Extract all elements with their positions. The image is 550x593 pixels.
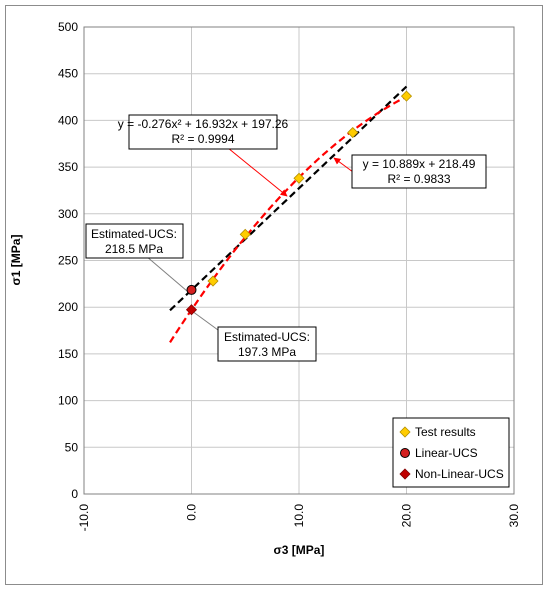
annotation-arrows — [145, 147, 354, 331]
trend-lines — [169, 85, 408, 343]
y-tick-label: 500 — [58, 20, 78, 34]
tick-labels: 0 50 100 150 200 250 300 350 400 450 500 -10.0 0.0 10… — [58, 20, 521, 531]
est-ucs-nonlinear-box: Estimated-UCS: 197.3 MPa — [217, 326, 317, 362]
linear-r2-text: R² = 0.9833 — [387, 172, 450, 186]
data-markers — [185, 90, 413, 316]
y-tick-label: 450 — [58, 67, 78, 81]
legend-symbol — [400, 448, 410, 458]
y-axis-title: σ1 [MPa] — [9, 235, 23, 286]
legend-symbol — [399, 426, 411, 438]
nonlinear-ucs-point — [185, 304, 198, 316]
y-tick-label: 400 — [58, 113, 78, 127]
y-tick-label: 150 — [58, 347, 78, 361]
y-tick-label: 0 — [71, 487, 78, 501]
lin-eq-arrow — [333, 157, 354, 173]
x-tick-label: 10.0 — [292, 504, 306, 528]
legend-box — [392, 417, 510, 488]
legend-label: Test results — [415, 425, 476, 439]
y-tick-label: 200 — [58, 300, 78, 314]
x-axis-title: σ3 [MPa] — [274, 543, 325, 557]
poly-equation-text: y = -0.276x² + 16.932x + 197.26 — [118, 117, 289, 131]
est-ucs-linear-leader — [145, 255, 188, 292]
poly-equation-box: y = -0.276x² + 16.932x + 197.26 R² = 0.9… — [118, 114, 289, 150]
legend-label: Non-Linear-UCS — [415, 467, 504, 481]
est-ucs-nonlinear-label: Estimated-UCS: — [224, 330, 310, 344]
legend-symbol — [399, 468, 411, 480]
est-ucs-linear-label: Estimated-UCS: — [91, 227, 177, 241]
y-tick-label: 50 — [65, 440, 79, 454]
legend-label: Linear-UCS — [415, 446, 478, 460]
polynomial-trend-line — [169, 95, 408, 343]
linear-equation-box: y = 10.889x + 218.49 R² = 0.9833 — [351, 154, 487, 189]
test-result-point — [400, 90, 413, 102]
plot-border — [83, 26, 515, 495]
y-tick-label: 350 — [58, 160, 78, 174]
est-ucs-linear-box: Estimated-UCS: 218.5 MPa — [85, 223, 184, 259]
poly-eq-arrow — [227, 147, 288, 197]
test-result-point — [293, 172, 305, 184]
est-ucs-nonlinear-value: 197.3 MPa — [238, 345, 296, 359]
x-tick-label: 30.0 — [507, 504, 521, 528]
y-tick-label: 250 — [58, 254, 78, 268]
x-tick-label: 0.0 — [185, 504, 199, 521]
test-result-point — [347, 126, 359, 139]
legend: Test results Linear-UCS Non-Linear-UCS — [392, 417, 510, 488]
x-tick-label: -10.0 — [77, 504, 91, 532]
est-ucs-nonlinear-leader — [191, 310, 219, 331]
est-ucs-linear-value: 218.5 MPa — [105, 242, 163, 256]
x-tick-label: 20.0 — [400, 504, 414, 528]
test-result-point — [239, 228, 251, 240]
poly-r2-text: R² = 0.9994 — [171, 132, 234, 146]
linear-ucs-point — [186, 284, 197, 295]
linear-equation-text: y = 10.889x + 218.49 — [363, 157, 476, 171]
test-result-point — [207, 275, 219, 287]
y-tick-label: 300 — [58, 207, 78, 221]
y-tick-label: 100 — [58, 394, 78, 408]
